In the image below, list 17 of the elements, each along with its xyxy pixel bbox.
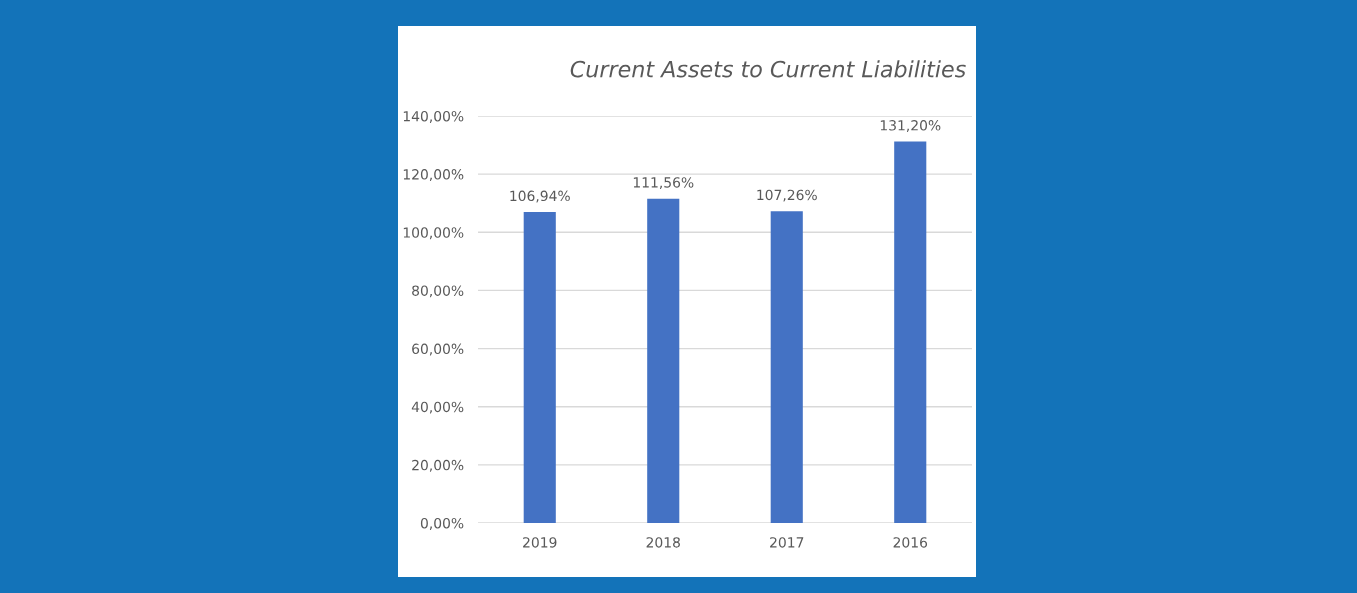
y-tick-label: 100,00%	[403, 227, 464, 240]
x-tick-label: 2019	[523, 537, 557, 548]
x-tick-label: 2018	[646, 537, 680, 548]
x-tick-label: 2017	[770, 537, 804, 548]
data-label: 111,56%	[633, 177, 694, 190]
data-label: 106,94%	[510, 190, 570, 203]
chart-title: Current Assets to Current Liabilities	[570, 60, 966, 78]
y-tick-label: 0,00%	[420, 517, 464, 530]
y-tick-label: 80,00%	[412, 285, 464, 298]
y-tick-label: 140,00%	[403, 110, 464, 123]
y-tick-label: 40,00%	[411, 401, 464, 414]
x-tick-label: 2016	[893, 537, 928, 548]
y-tick-label: 120,00%	[403, 169, 464, 182]
data-label: 131,20%	[880, 120, 941, 132]
y-tick-label: 60,00%	[412, 343, 464, 356]
y-tick-label: 20,00%	[412, 459, 464, 472]
data-label: 107,26%	[757, 189, 817, 202]
